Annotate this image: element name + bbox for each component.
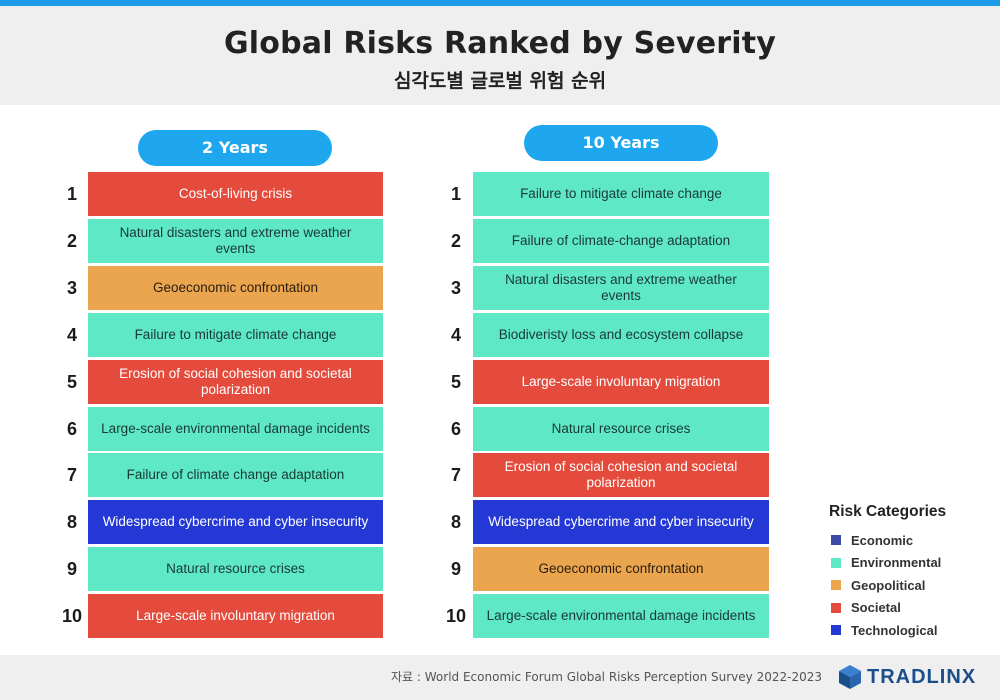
risk-item-technological: Widespread cybercrime and cyber insecuri… bbox=[88, 500, 383, 545]
ranking-row: 4 Biodiveristy loss and ecosystem collaps… bbox=[444, 312, 774, 357]
rank-number: 5 bbox=[450, 371, 461, 392]
ranking-row: 10 Large-scale involuntary migration bbox=[60, 594, 390, 639]
legend-label: Environmental bbox=[851, 555, 942, 571]
legend-item-societal: Societal bbox=[829, 597, 989, 620]
rank-number: 6 bbox=[450, 418, 461, 439]
rank-number: 5 bbox=[66, 371, 77, 392]
rank-number: 7 bbox=[450, 465, 461, 486]
rank-number: 1 bbox=[66, 184, 77, 204]
brand-name: TRADLINX bbox=[867, 665, 977, 688]
legend-label: Societal bbox=[851, 600, 901, 616]
brand-logo: TRADLINX bbox=[838, 664, 976, 690]
ranking-row: 10 Large-scale environmental damage incid… bbox=[444, 594, 774, 639]
legend-label: Economic bbox=[851, 532, 914, 548]
legend-item-technological: Technological bbox=[829, 619, 989, 642]
risk-item-environmental: Natural disasters and extreme weather ev… bbox=[473, 265, 769, 310]
legend-title: Risk Categories bbox=[829, 503, 947, 520]
rank-number: 9 bbox=[66, 559, 77, 580]
rank-number: 4 bbox=[450, 324, 461, 345]
risk-item-environmental: Failure of climate change adaptation bbox=[88, 453, 383, 498]
risk-item-geopolitical: Geoeconomic confrontation bbox=[88, 265, 383, 310]
ranking-row: 6 Large-scale environmental damage incide… bbox=[60, 406, 390, 451]
ranking-row: 3 Geoeconomic confrontation bbox=[60, 265, 390, 310]
ranking-row: 7 Erosion of social cohesion and societal… bbox=[444, 453, 774, 498]
ranking-row: 2 Natural disasters and extreme weather e… bbox=[60, 218, 390, 263]
legend-label: Geopolitical bbox=[851, 577, 926, 593]
column-header-2-years: 2 Years bbox=[138, 130, 332, 166]
rank-number: 6 bbox=[66, 418, 77, 439]
risk-item-environmental: Natural disasters and extreme weather ev… bbox=[88, 218, 383, 263]
risk-item-societal: Large-scale involuntary migration bbox=[88, 594, 383, 639]
risk-item-societal: Cost-of-living crisis bbox=[88, 172, 383, 216]
risk-item-environmental: Natural resource crises bbox=[88, 547, 383, 592]
risk-item-environmental: Failure to mitigate climate change bbox=[473, 172, 769, 216]
risk-item-societal: Erosion of social cohesion and societal … bbox=[88, 359, 383, 404]
rank-number: 2 bbox=[66, 230, 77, 251]
ranking-row: 7 Failure of climate change adaptation bbox=[60, 453, 390, 498]
legend-item-geopolitical: Geopolitical bbox=[829, 574, 989, 597]
risk-item-technological: Widespread cybercrime and cyber insecuri… bbox=[473, 500, 769, 545]
ranking-row: 3 Natural disasters and extreme weather e… bbox=[444, 265, 774, 310]
risk-item-societal: Erosion of social cohesion and societal … bbox=[473, 453, 769, 498]
legend-item-economic: Economic bbox=[829, 529, 989, 552]
rank-number: 3 bbox=[450, 277, 461, 298]
legend-swatch-environmental bbox=[831, 557, 841, 568]
risk-item-environmental: Failure of climate-change adaptation bbox=[473, 218, 769, 263]
page-title: Global Risks Ranked by Severity bbox=[223, 26, 777, 61]
risk-categories-legend: Risk Categories Economic Environmental G… bbox=[829, 503, 989, 642]
risk-item-environmental: Large-scale environmental damage inciden… bbox=[88, 406, 383, 451]
legend-swatch-technological bbox=[831, 625, 841, 636]
risk-item-geopolitical: Geoeconomic confrontation bbox=[473, 547, 769, 592]
rank-number: 3 bbox=[66, 277, 77, 298]
footer: 자료 : World Economic Forum Global Risks P… bbox=[0, 655, 1000, 700]
risk-item-environmental: Natural resource crises bbox=[473, 406, 769, 451]
ranking-row: 5 Erosion of social cohesion and societal… bbox=[60, 359, 390, 404]
ranking-row: 8 Widespread cybercrime and cyber insecur… bbox=[60, 500, 390, 545]
ranking-row: 8 Widespread cybercrime and cyber insecur… bbox=[444, 500, 774, 545]
rank-number: 8 bbox=[66, 512, 77, 533]
ranking-row: 2 Failure of climate-change adaptation bbox=[444, 218, 774, 263]
header: Global Risks Ranked by Severity 심각도별 글로벌… bbox=[0, 6, 1000, 105]
risk-item-environmental: Biodiveristy loss and ecosystem collapse bbox=[473, 312, 769, 357]
legend-swatch-societal bbox=[831, 602, 841, 613]
rank-number: 9 bbox=[450, 559, 461, 580]
ranking-row: 9 Geoeconomic confrontation bbox=[444, 547, 774, 592]
ranking-row: 6 Natural resource crises bbox=[444, 406, 774, 451]
legend-swatch-geopolitical bbox=[831, 580, 841, 591]
risk-item-societal: Large-scale involuntary migration bbox=[473, 359, 769, 404]
tradlinx-cube-logo-icon bbox=[839, 665, 861, 689]
rank-number: 8 bbox=[450, 512, 461, 533]
rank-number: 1 bbox=[450, 184, 461, 204]
legend-swatch-economic bbox=[831, 535, 841, 546]
ranking-row: 4 Failure to mitigate climate change bbox=[60, 312, 390, 357]
source-citation: 자료 : World Economic Forum Global Risks P… bbox=[391, 670, 822, 684]
legend-item-environmental: Environmental bbox=[829, 552, 989, 575]
top-accent-bar bbox=[0, 0, 1000, 6]
risk-item-environmental: Failure to mitigate climate change bbox=[88, 312, 383, 357]
legend-label: Technological bbox=[851, 622, 938, 638]
rank-number: 2 bbox=[450, 230, 461, 251]
rank-number: 10 bbox=[445, 606, 467, 627]
rank-number: 4 bbox=[66, 324, 77, 345]
ranking-row: 1 Failure to mitigate climate change bbox=[444, 172, 774, 216]
page-subtitle: 심각도별 글로벌 위험 순위 bbox=[393, 70, 607, 92]
column-header-10-years: 10 Years bbox=[524, 125, 718, 161]
rank-number: 7 bbox=[66, 465, 77, 486]
ranking-row: 9 Natural resource crises bbox=[60, 547, 390, 592]
ranking-row: 1 Cost-of-living crisis bbox=[60, 172, 390, 216]
rank-number: 10 bbox=[61, 606, 83, 627]
risk-item-environmental: Large-scale environmental damage inciden… bbox=[473, 594, 769, 639]
ranking-row: 5 Large-scale involuntary migration bbox=[444, 359, 774, 404]
